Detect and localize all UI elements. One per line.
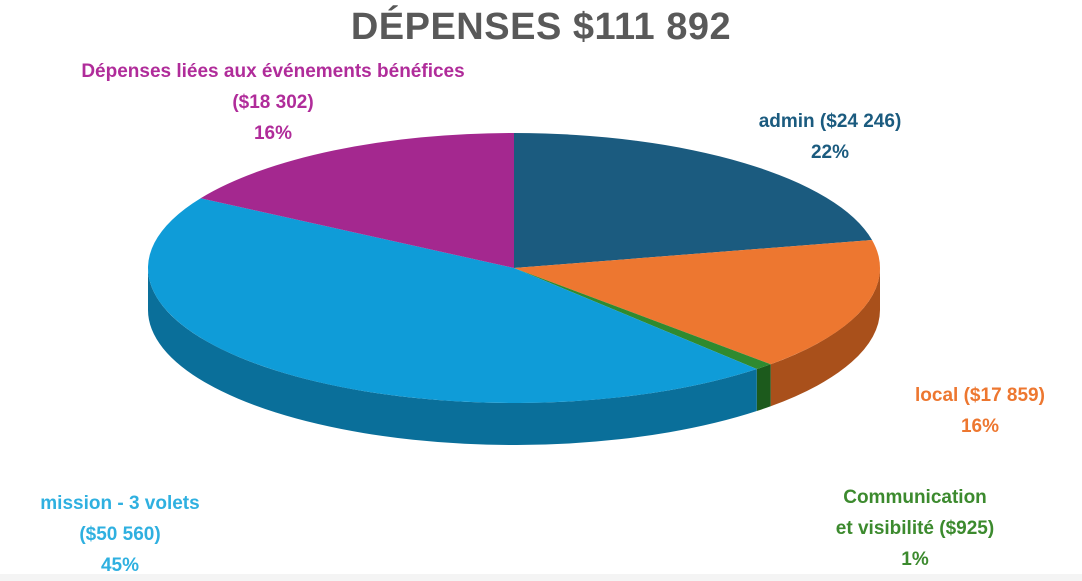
label-mission-amount: ($50 560) [79, 524, 161, 545]
chart-title: DÉPENSES $111 892 [350, 6, 732, 48]
label-evenements-amount: ($18 302) [232, 92, 314, 113]
pie-side-mission [148, 268, 757, 445]
label-local-name: local ($17 859) [915, 385, 1045, 406]
pie-side-local [770, 268, 880, 407]
pie-slice-local [514, 239, 880, 365]
pie-slice-mission [148, 198, 757, 403]
label-admin-name: admin ($24 246) [758, 111, 902, 132]
pie-slice-admin [514, 133, 873, 268]
label-mission: mission - 3 volets ($50 560) 45% [10, 488, 230, 581]
label-mission-percent: 45% [100, 555, 140, 576]
label-communication-percent: 1% [901, 549, 929, 570]
pie-side-communication [756, 364, 771, 412]
label-communication-name-1: Communication [843, 487, 987, 508]
label-evenements-percent: 16% [253, 123, 293, 144]
label-local: local ($17 859) 16% [880, 380, 1080, 442]
pie-slice-communication [514, 268, 771, 370]
label-mission-name: mission - 3 volets [40, 493, 200, 514]
label-communication-name-2: et visibilité ($925) [835, 518, 995, 539]
label-local-percent: 16% [960, 416, 1000, 437]
label-admin-percent: 22% [810, 142, 850, 163]
label-evenements-name: Dépenses liées aux événements bénéfices [81, 61, 465, 82]
pie-slice-evenements [200, 133, 515, 268]
label-communication: Communication et visibilité ($925) 1% [800, 482, 1030, 575]
label-admin: admin ($24 246) 22% [720, 106, 940, 168]
label-evenements: Dépenses liées aux événements bénéfices … [18, 56, 528, 149]
